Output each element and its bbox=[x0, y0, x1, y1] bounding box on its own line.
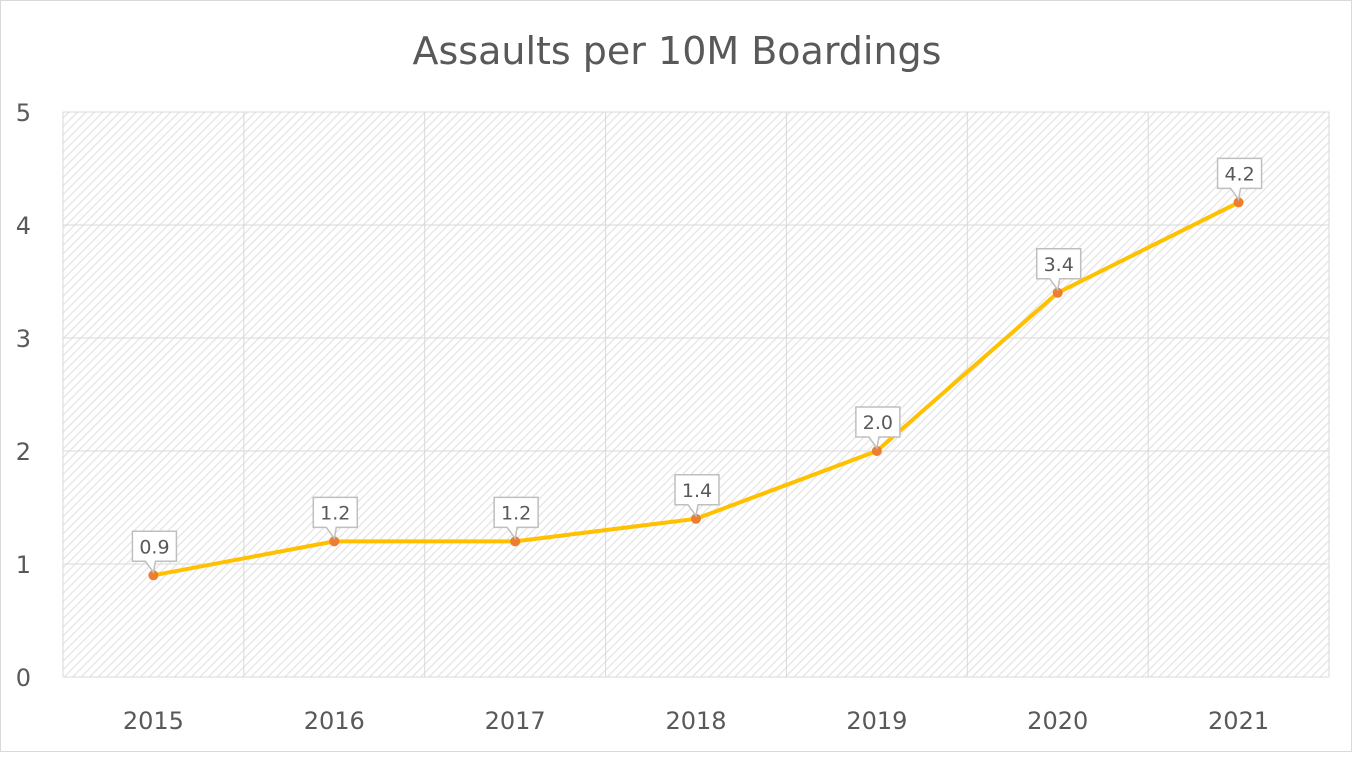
data-point bbox=[329, 536, 340, 547]
data-label-callout bbox=[1216, 157, 1263, 202]
data-point bbox=[871, 446, 882, 456]
data-label: 3.4 bbox=[1044, 254, 1074, 276]
data-point bbox=[1233, 197, 1244, 208]
data-point bbox=[691, 513, 701, 524]
data-label: 1.2 bbox=[501, 502, 531, 524]
data-label: 0.9 bbox=[139, 536, 169, 558]
data-label-callout bbox=[855, 406, 901, 450]
y-tick-label: 1 bbox=[16, 551, 31, 579]
x-tick-label: 2019 bbox=[846, 707, 907, 735]
y-tick-label: 4 bbox=[16, 212, 31, 240]
data-point bbox=[148, 570, 159, 581]
data-label: 4.2 bbox=[1224, 163, 1254, 185]
data-label-callout bbox=[1035, 248, 1082, 292]
x-tick-label: 2018 bbox=[665, 707, 726, 735]
chart-title: Assaults per 10M Boardings bbox=[413, 29, 942, 73]
y-tick-label: 3 bbox=[16, 325, 31, 353]
data-label: 1.4 bbox=[682, 480, 712, 502]
y-tick-label: 5 bbox=[16, 99, 31, 127]
data-label: 1.2 bbox=[320, 502, 350, 524]
data-label-callout bbox=[131, 530, 178, 575]
data-label-callout bbox=[674, 474, 720, 518]
x-tick-label: 2015 bbox=[123, 707, 184, 735]
plot-area bbox=[63, 112, 1329, 677]
x-tick-label: 2016 bbox=[304, 707, 365, 735]
y-tick-label: 0 bbox=[16, 664, 31, 692]
data-label-callout bbox=[493, 496, 539, 541]
x-tick-label: 2020 bbox=[1027, 707, 1088, 735]
x-tick-label: 2021 bbox=[1208, 707, 1269, 735]
data-label: 2.0 bbox=[863, 412, 893, 434]
x-tick-label: 2017 bbox=[485, 707, 546, 735]
data-point bbox=[510, 536, 521, 547]
data-label-callout bbox=[312, 496, 359, 541]
data-point bbox=[1052, 287, 1063, 298]
y-tick-label: 2 bbox=[16, 438, 31, 466]
